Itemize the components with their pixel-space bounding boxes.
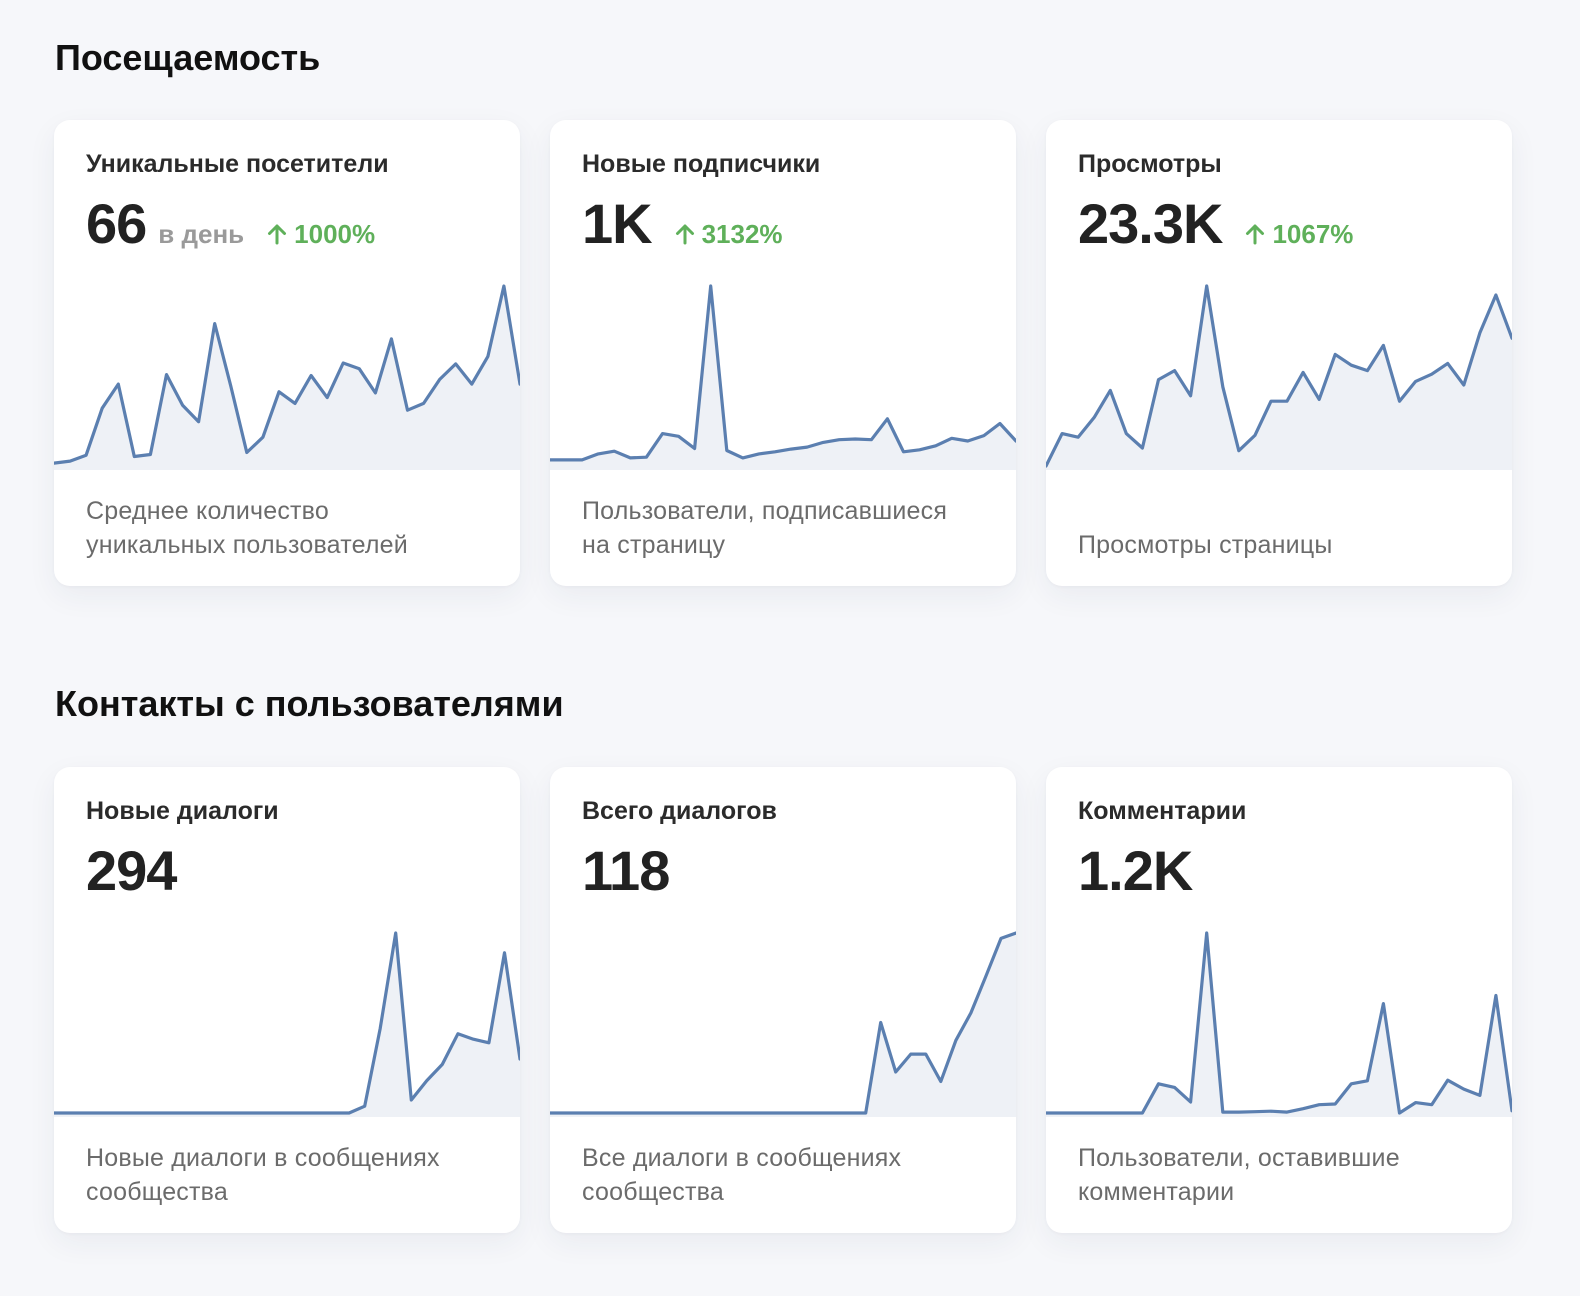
metric-row: 23.3K 1067%	[1078, 196, 1353, 260]
metric-row: 66 в день 1000%	[86, 196, 375, 260]
card-description-line: сообщества	[86, 1178, 228, 1206]
metric-change: 3132%	[674, 219, 783, 250]
arrow-up-icon	[268, 224, 287, 245]
sparkline-area	[1046, 933, 1512, 1117]
sparkline-area	[550, 286, 1016, 470]
card-description: Просмотры страницы	[1078, 528, 1488, 562]
card-unique-visitors[interactable]: Уникальные посетители 66 в день 1000% Ср…	[54, 120, 520, 586]
metric-value: 1K	[582, 192, 653, 255]
card-total-dialogs[interactable]: Всего диалогов 118 Все диалоги в сообщен…	[550, 767, 1016, 1233]
sparkline-area	[54, 286, 520, 470]
metric-row: 294	[86, 839, 177, 907]
metric-change: 1067%	[1244, 219, 1353, 250]
card-title: Новые подписчики	[582, 150, 821, 178]
change-percent: 1000%	[294, 219, 376, 249]
card-description-line: Все диалоги в сообщениях	[582, 1144, 902, 1172]
metric-value: 118	[582, 839, 670, 902]
card-description: Пользователи, подписавшиеся на страницу	[582, 494, 992, 562]
card-description: Все диалоги в сообщениях сообщества	[582, 1141, 992, 1209]
arrow-up-icon	[1246, 224, 1265, 245]
section-title-contacts: Контакты с пользователями	[55, 683, 564, 724]
change-percent: 3132%	[701, 219, 783, 249]
card-new-subscribers[interactable]: Новые подписчики 1K 3132% Пользователи, …	[550, 120, 1016, 586]
card-description-line: сообщества	[582, 1178, 724, 1206]
card-title: Комментарии	[1078, 797, 1247, 825]
metric-value: 1.2K	[1078, 839, 1193, 902]
sparkline-chart	[550, 931, 1016, 1117]
sparkline-chart	[54, 284, 520, 470]
section-title-traffic: Посещаемость	[55, 37, 321, 78]
metric-unit: в день	[158, 219, 245, 249]
card-description-line: комментарии	[1078, 1178, 1235, 1206]
arrow-up-icon	[675, 224, 694, 245]
sparkline-line	[1046, 931, 1512, 1115]
metric-change: 1000%	[266, 219, 375, 250]
sparkline-line	[550, 284, 1016, 462]
sparkline-chart	[550, 284, 1016, 470]
card-views[interactable]: Просмотры 23.3K 1067% Просмотры страницы	[1046, 120, 1512, 586]
sparkline-chart	[1046, 931, 1512, 1117]
metric-row: 118	[582, 839, 670, 907]
metric-row: 1.2K	[1078, 839, 1193, 907]
card-description: Среднее количество уникальных пользовате…	[86, 494, 496, 562]
card-description-line: Пользователи, оставившие	[1078, 1144, 1400, 1172]
card-new-dialogs[interactable]: Новые диалоги 294 Новые диалоги в сообще…	[54, 767, 520, 1233]
card-title: Уникальные посетители	[86, 150, 389, 178]
sparkline-line	[54, 284, 520, 465]
card-description-line: Новые диалоги в сообщениях	[86, 1144, 440, 1172]
card-description-line: на страницу	[582, 531, 726, 559]
card-description: Пользователи, оставившие комментарии	[1078, 1141, 1488, 1209]
sparkline-chart	[1046, 284, 1512, 470]
metric-value: 66	[86, 192, 147, 255]
change-percent: 1067%	[1272, 219, 1354, 249]
sparkline-area	[550, 933, 1016, 1117]
metric-value: 294	[86, 839, 177, 902]
sparkline-area	[1046, 286, 1512, 470]
card-title: Просмотры	[1078, 150, 1222, 178]
card-title: Новые диалоги	[86, 797, 279, 825]
card-description-line: Пользователи, подписавшиеся	[582, 497, 948, 525]
sparkline-line	[550, 931, 1016, 1115]
metric-value: 23.3K	[1078, 192, 1223, 255]
sparkline-area	[54, 933, 520, 1117]
sparkline-line	[1046, 284, 1512, 468]
card-title: Всего диалогов	[582, 797, 777, 825]
card-comments[interactable]: Комментарии 1.2K Пользователи, оставивши…	[1046, 767, 1512, 1233]
card-description-line: уникальных пользователей	[86, 531, 408, 559]
sparkline-chart	[54, 931, 520, 1117]
metric-row: 1K 3132%	[582, 196, 783, 260]
card-description-line: Просмотры страницы	[1078, 531, 1333, 559]
card-description-line: Среднее количество	[86, 497, 329, 525]
card-description: Новые диалоги в сообщениях сообщества	[86, 1141, 496, 1209]
